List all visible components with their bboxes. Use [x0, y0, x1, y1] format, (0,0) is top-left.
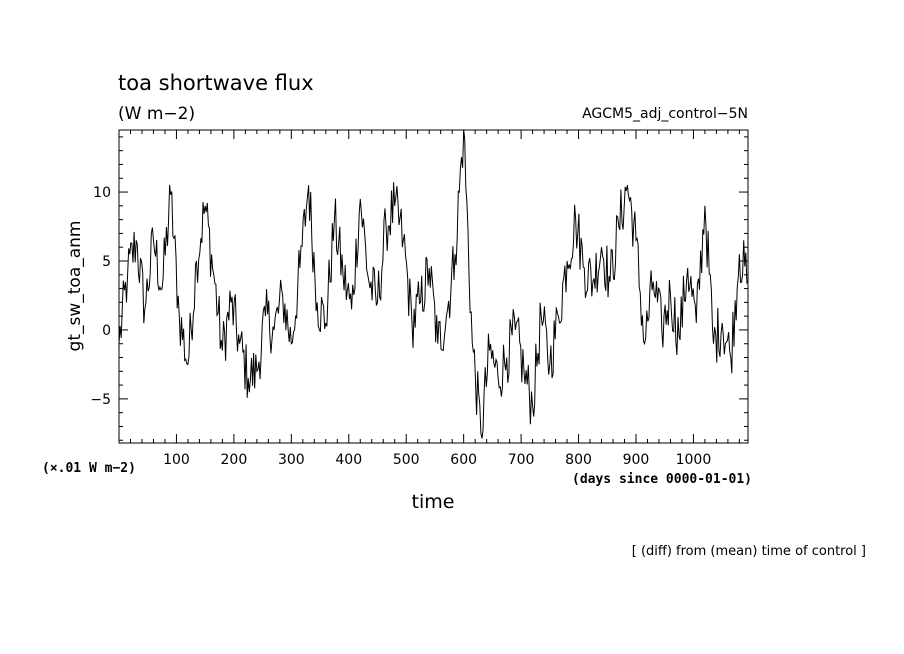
y-axis-label: gt_sw_toa_anm: [65, 221, 85, 352]
x-tick-label: 900: [623, 452, 650, 468]
y-tick-label: 10: [93, 185, 111, 201]
x-tick-label: 100: [163, 452, 190, 468]
x-tick-label: 1000: [676, 452, 712, 468]
x-tick-label: 800: [565, 452, 592, 468]
dataset-label: AGCM5_adj_control−5N: [582, 106, 748, 122]
chart-units: (W m−2): [118, 104, 195, 124]
y-tick-label: 0: [102, 323, 111, 339]
x-axis: 100 200 300 400 500 600 700 800 900 1000: [118, 130, 740, 468]
y-tick-label: −5: [90, 392, 111, 408]
footnote: [ (diff) from (mean) time of control ]: [632, 544, 866, 559]
series-line: [118, 129, 749, 439]
chart-title: toa shortwave flux: [118, 71, 314, 95]
y-axis: −5 0 5 10: [90, 136, 748, 441]
x-tick-label: 500: [393, 452, 420, 468]
x-scale-label: (×.01 W m−2): [42, 461, 136, 476]
x-axis-note: (days since 0000-01-01): [572, 472, 752, 487]
y-tick-label: 5: [102, 254, 111, 270]
x-axis-label: time: [412, 491, 455, 513]
plot-frame: [118, 129, 749, 444]
x-tick-label: 200: [221, 452, 248, 468]
x-tick-label: 600: [450, 452, 477, 468]
x-tick-label: 300: [278, 452, 305, 468]
x-tick-label: 400: [335, 452, 362, 468]
x-tick-label: 700: [508, 452, 535, 468]
